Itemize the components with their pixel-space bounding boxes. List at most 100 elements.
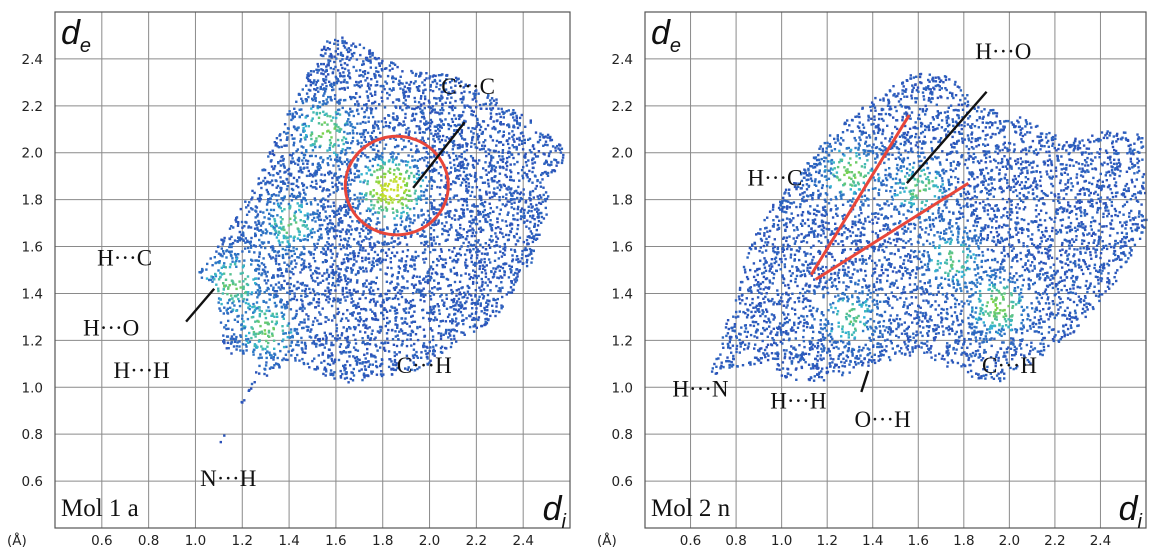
data-point bbox=[463, 90, 466, 93]
data-point bbox=[318, 164, 322, 167]
data-point bbox=[445, 347, 448, 350]
data-point bbox=[369, 245, 372, 248]
data-point bbox=[361, 63, 364, 66]
data-point bbox=[279, 206, 282, 210]
data-point bbox=[447, 112, 451, 115]
data-point bbox=[490, 170, 493, 173]
data-point bbox=[345, 346, 348, 349]
data-point bbox=[377, 62, 381, 65]
data-point bbox=[244, 311, 248, 314]
data-point bbox=[380, 199, 383, 202]
data-point bbox=[405, 171, 408, 174]
data-point bbox=[480, 107, 483, 110]
data-point bbox=[441, 258, 445, 261]
data-point bbox=[259, 198, 262, 201]
data-point bbox=[265, 361, 268, 364]
data-point bbox=[395, 98, 398, 101]
data-point bbox=[355, 304, 358, 307]
data-point bbox=[412, 274, 415, 277]
data-point bbox=[424, 197, 428, 200]
data-point bbox=[513, 236, 516, 239]
data-point bbox=[486, 253, 489, 256]
data-point bbox=[321, 103, 324, 106]
data-point bbox=[380, 341, 383, 345]
data-point bbox=[246, 317, 250, 321]
data-point bbox=[366, 352, 369, 355]
data-point bbox=[454, 99, 457, 103]
data-point bbox=[281, 218, 284, 221]
data-point bbox=[385, 189, 389, 192]
data-point bbox=[406, 368, 409, 371]
data-point bbox=[467, 126, 470, 130]
data-point bbox=[433, 310, 436, 314]
data-point bbox=[466, 104, 469, 107]
data-point bbox=[497, 264, 500, 268]
data-point bbox=[443, 81, 446, 84]
data-point bbox=[441, 351, 444, 354]
data-point bbox=[433, 349, 436, 353]
data-point bbox=[415, 106, 418, 110]
data-point bbox=[254, 221, 257, 224]
data-point bbox=[484, 269, 487, 272]
data-point bbox=[264, 347, 267, 351]
data-point bbox=[384, 292, 387, 296]
data-point bbox=[302, 245, 305, 249]
data-point bbox=[215, 283, 218, 286]
data-point bbox=[459, 184, 462, 187]
data-point bbox=[271, 332, 274, 335]
data-point bbox=[436, 111, 439, 114]
data-point bbox=[342, 142, 345, 146]
data-point bbox=[475, 100, 478, 103]
data-point bbox=[377, 120, 380, 123]
data-point bbox=[361, 249, 364, 252]
data-point bbox=[413, 353, 417, 356]
data-point bbox=[345, 48, 349, 51]
data-point bbox=[409, 338, 412, 341]
data-point bbox=[372, 264, 375, 268]
data-point bbox=[379, 329, 382, 332]
data-point bbox=[373, 72, 376, 76]
data-point bbox=[355, 363, 359, 366]
data-point bbox=[217, 269, 220, 272]
data-point bbox=[324, 78, 328, 81]
data-point bbox=[474, 289, 477, 292]
data-point bbox=[429, 217, 432, 220]
data-point bbox=[426, 165, 429, 168]
data-point bbox=[475, 186, 479, 189]
data-point bbox=[497, 276, 501, 280]
data-point bbox=[290, 187, 294, 191]
data-point bbox=[422, 190, 426, 194]
data-point bbox=[528, 253, 531, 256]
data-point bbox=[451, 319, 454, 322]
data-point bbox=[434, 223, 438, 226]
data-point bbox=[390, 251, 394, 254]
data-point bbox=[310, 131, 314, 134]
data-point bbox=[506, 139, 509, 143]
data-point bbox=[269, 232, 272, 235]
data-point bbox=[269, 293, 272, 296]
data-point bbox=[296, 353, 299, 357]
data-point bbox=[318, 145, 321, 149]
data-point bbox=[247, 291, 250, 294]
data-point bbox=[297, 170, 301, 173]
data-point bbox=[485, 313, 488, 316]
data-point bbox=[402, 88, 405, 91]
data-point bbox=[349, 294, 352, 297]
data-point bbox=[490, 168, 493, 171]
data-point bbox=[324, 368, 328, 371]
data-point bbox=[453, 194, 456, 197]
data-point bbox=[441, 202, 444, 205]
data-point bbox=[513, 140, 516, 143]
data-point bbox=[404, 145, 407, 149]
data-point bbox=[345, 209, 348, 212]
data-point bbox=[405, 128, 408, 131]
data-point bbox=[395, 106, 398, 109]
data-point bbox=[501, 110, 504, 113]
data-point bbox=[368, 282, 371, 285]
data-point bbox=[496, 220, 499, 224]
data-point bbox=[419, 184, 423, 188]
data-point bbox=[349, 97, 353, 101]
data-point bbox=[283, 123, 287, 126]
data-point bbox=[372, 257, 375, 260]
data-point bbox=[377, 155, 380, 158]
